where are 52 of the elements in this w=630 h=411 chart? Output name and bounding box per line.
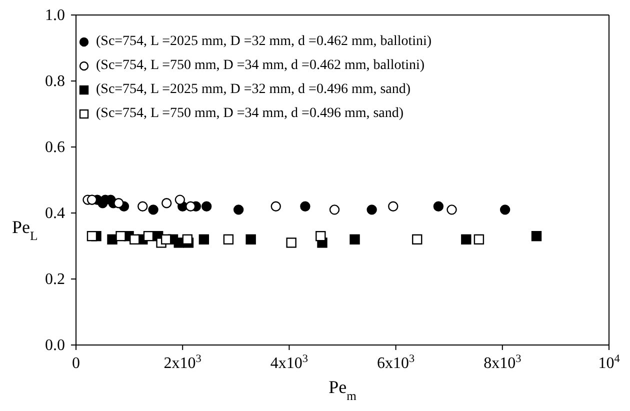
x-tick-label: 10$^{4}$: [598, 353, 620, 372]
legend-label: (Sc=754, L =750 mm, D =34 mm, d =0.462 mm, ballotini): [96, 57, 425, 75]
point: [433, 201, 444, 212]
x-tick-label: 6x10$^{3}$: [377, 353, 416, 372]
point: [233, 204, 244, 215]
y-tick-label: 0.2: [45, 271, 65, 288]
x-axis-title: Pe$_{m}$: [328, 377, 357, 403]
point: [316, 231, 326, 242]
point: [130, 234, 140, 244]
x-tick-label: 2x10$^{3}$: [164, 353, 202, 372]
point: [116, 231, 126, 242]
point: [270, 201, 281, 212]
y-tick-label: 0.8: [45, 73, 65, 90]
point: [185, 201, 196, 212]
point: [412, 234, 422, 244]
point: [366, 204, 377, 215]
point: [500, 204, 510, 215]
point: [246, 234, 256, 244]
point: [198, 234, 210, 244]
legend-label: (Sc=754, L =2025 mm, D =32 mm, d =0.496 mm, sand): [96, 81, 411, 99]
point: [138, 201, 148, 212]
point: [446, 204, 457, 215]
point: [388, 201, 398, 212]
point: [474, 234, 484, 244]
point: [300, 201, 310, 212]
point: [182, 234, 192, 244]
x-tick-label: 8x10$^{3}$: [484, 353, 522, 372]
point: [143, 231, 154, 242]
point: [329, 204, 340, 215]
y-axis-title: Pe$_{L}$: [12, 216, 38, 243]
point: [162, 198, 172, 208]
point: [114, 198, 124, 208]
point: [223, 234, 234, 244]
legend-label: (Sc=754, L =2025 mm, D =32 mm, d =0.462 mm, ballotini): [96, 33, 432, 51]
point: [286, 238, 296, 248]
x-tick-label: 4x10$^{3}$: [270, 353, 308, 372]
legend-label: (Sc=754, L =750 mm, D =34 mm, d =0.496 mm, sand): [96, 105, 404, 123]
point: [174, 238, 184, 248]
point: [201, 201, 212, 212]
y-tick-label: 0.0: [45, 337, 65, 354]
y-tick-label: 0.6: [45, 139, 65, 156]
x-tick-label: 0: [72, 355, 80, 372]
point: [86, 231, 98, 242]
point: [107, 234, 118, 244]
point: [461, 234, 472, 244]
point: [174, 194, 186, 205]
y-tick-label: 1.0: [45, 7, 65, 24]
point: [531, 231, 542, 242]
point: [350, 234, 360, 244]
y-tick-label: 0.4: [45, 205, 65, 222]
point: [160, 234, 172, 244]
point: [148, 204, 158, 215]
